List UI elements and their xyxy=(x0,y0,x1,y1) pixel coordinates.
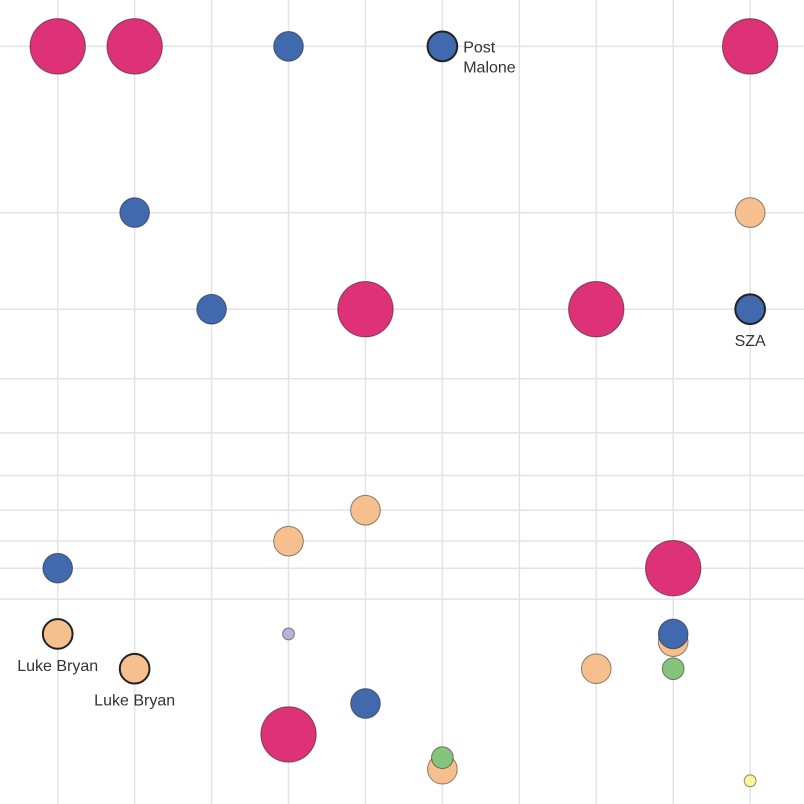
bubble-point-21[interactable] xyxy=(580,653,612,685)
label-post-malone-4: Post Malone xyxy=(463,39,516,76)
bubble-point-17[interactable] xyxy=(41,618,74,650)
bubble-point-23[interactable] xyxy=(350,688,381,719)
label-sza-11: SZA xyxy=(735,333,766,350)
bubble-point-12[interactable] xyxy=(350,494,381,526)
bubble-point-15[interactable] xyxy=(42,552,74,584)
bubble-point-11[interactable] xyxy=(734,293,766,326)
bubble-point-9[interactable] xyxy=(337,281,394,338)
bubble-point-22[interactable] xyxy=(661,657,685,681)
bubble-point-16[interactable] xyxy=(645,540,702,597)
bubble-point-24[interactable] xyxy=(260,706,317,763)
bubble-point-2[interactable] xyxy=(106,18,163,75)
label-line-1: Post xyxy=(463,39,496,56)
label-line-2: Malone xyxy=(463,59,516,76)
bubble-point-10[interactable] xyxy=(568,281,625,338)
bubble-point-4[interactable] xyxy=(426,30,459,63)
bubble-point-20[interactable] xyxy=(118,652,151,685)
bubble-point-7[interactable] xyxy=(734,197,766,228)
bubble-point-5[interactable] xyxy=(721,18,779,75)
bubble-point-19[interactable] xyxy=(657,618,689,650)
bubble-point-6[interactable] xyxy=(119,197,150,228)
x-gridlines xyxy=(56,0,751,804)
bubble-point-13[interactable] xyxy=(273,525,304,557)
bubble-point-8[interactable] xyxy=(196,293,227,325)
y-gridlines xyxy=(0,45,804,600)
bubble-point-27[interactable] xyxy=(743,774,757,788)
bubble-point-1[interactable] xyxy=(29,18,86,75)
label-luke-bryan-17: Luke Bryan xyxy=(17,658,98,675)
bubble-point-18[interactable] xyxy=(282,627,295,641)
point-labels: Post Malone SZA Luke Bryan Luke Bryan xyxy=(17,39,766,709)
label-luke-bryan-20: Luke Bryan xyxy=(94,693,175,710)
bubbles xyxy=(29,18,779,788)
bubble-point-26[interactable] xyxy=(431,746,454,769)
bubble-point-3[interactable] xyxy=(273,31,304,62)
